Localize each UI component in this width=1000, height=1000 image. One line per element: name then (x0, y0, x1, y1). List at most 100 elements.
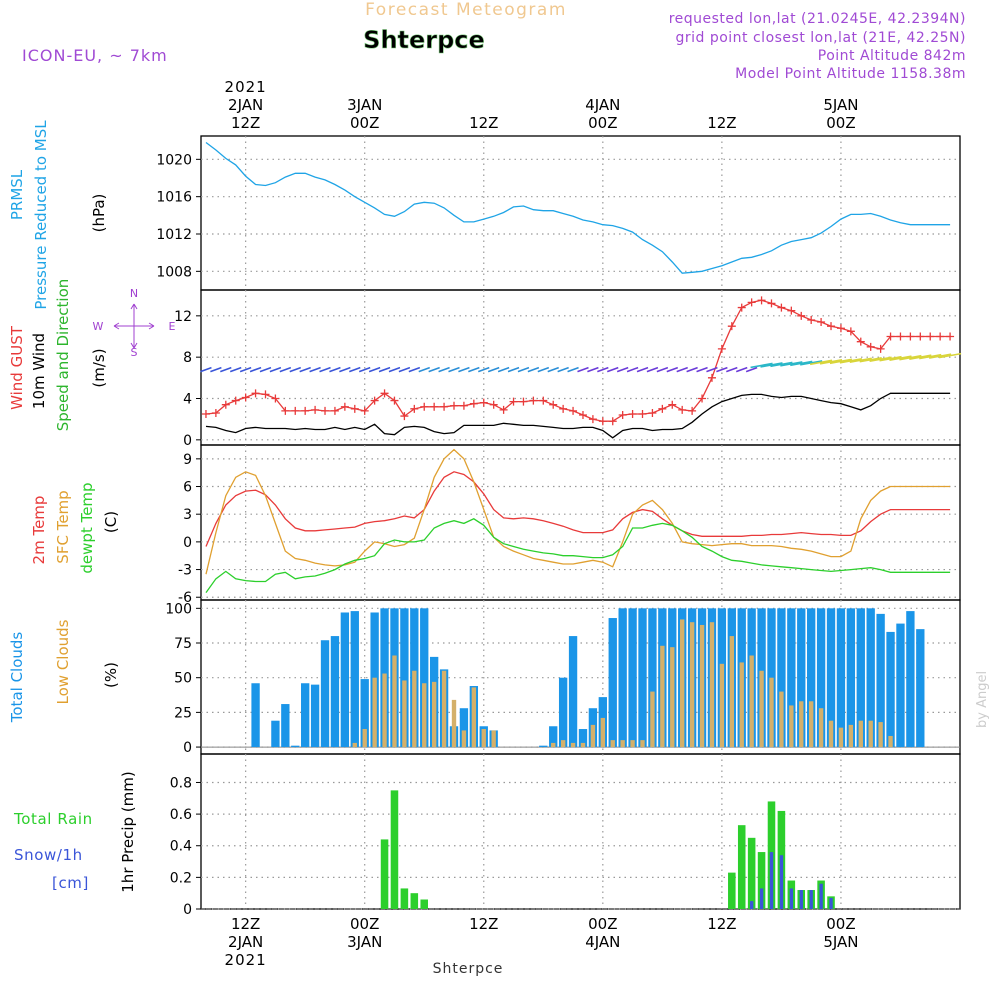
gust-marker (936, 332, 945, 341)
gust-marker (698, 394, 707, 403)
wind-direction-arrow (200, 366, 212, 373)
gust-marker (211, 408, 220, 417)
snow-bar (829, 897, 833, 909)
rain-bar (747, 837, 756, 909)
wind-direction-arrow (527, 366, 540, 373)
low-clouds-bar (779, 691, 784, 748)
wind-direction-arrow (269, 366, 282, 373)
low-clouds-bar (789, 705, 794, 748)
wind-direction-arrow (309, 366, 321, 373)
wind-label-direction: Speed and Direction (54, 279, 72, 432)
low-clouds-bar (689, 622, 695, 748)
low-clouds-bar (451, 699, 457, 748)
total-clouds-bar (826, 608, 836, 748)
bottom-year-label: 2021 (225, 951, 267, 969)
low-clouds-bar (491, 730, 496, 748)
wind-direction-arrow (249, 366, 262, 373)
wind-direction-arrow (676, 366, 688, 373)
gust-marker (519, 397, 528, 406)
gust-marker (261, 390, 270, 399)
snow-bar (799, 890, 803, 909)
gust-marker (946, 332, 955, 341)
low-clouds-bar (600, 717, 606, 748)
pressure-line (205, 141, 951, 274)
snow-bar (749, 901, 754, 909)
compass-icon (113, 303, 155, 349)
gust-marker (271, 394, 280, 403)
wind-direction-arrow (259, 366, 272, 373)
wind-direction-arrow (477, 366, 490, 373)
clouds-label-total: Total Clouds (8, 632, 26, 724)
gust-marker (638, 410, 647, 418)
wind-direction-arrow (780, 361, 803, 367)
total-clouds-bar (896, 623, 905, 748)
gust-marker (410, 404, 419, 413)
wind-direction-arrow (210, 366, 222, 373)
total-clouds-bar (866, 608, 875, 748)
low-clouds-bar (640, 740, 645, 748)
clouds-unit: (%) (102, 662, 120, 688)
total-clouds-bar (876, 613, 885, 748)
panel-frame-temperature (200, 444, 961, 601)
wind-direction-arrow (567, 366, 579, 373)
ytick-label-temperature: -3 (178, 563, 192, 579)
point-altitude: Point Altitude 842m (818, 48, 966, 64)
wind-direction-arrow (706, 366, 718, 373)
total-clouds-bar (310, 684, 320, 748)
total-clouds-bar (320, 640, 330, 748)
gust-marker (628, 410, 637, 418)
top-date-label: 3JAN (347, 96, 382, 114)
gust-marker (251, 389, 260, 398)
total-clouds-bar (271, 720, 280, 748)
low-clouds-bar (670, 647, 675, 748)
gust-marker (856, 337, 865, 346)
axes-layer (196, 135, 961, 910)
temp-label-dewpt: dewpt Temp (78, 482, 96, 573)
wind-direction-arrow (656, 366, 669, 373)
ytick-label-temperature: -6 (178, 590, 192, 606)
low-clouds-bar (828, 720, 834, 748)
gust-marker (608, 417, 617, 426)
forecast-title: Forecast Meteogram (365, 0, 567, 20)
wind-direction-arrow (735, 366, 748, 373)
total-clouds-bar (787, 608, 796, 748)
wind-speed-line (205, 392, 951, 439)
snow-bar (759, 888, 764, 909)
wind-direction-arrow (458, 366, 470, 373)
gust-marker (559, 404, 568, 413)
wind-direction-arrow (616, 366, 629, 373)
low-clouds-bar (799, 701, 804, 748)
gust-marker (330, 406, 339, 415)
gust-marker (777, 303, 786, 312)
location-title: Shterpce (363, 26, 485, 54)
gust-marker (797, 311, 806, 320)
wind-direction-arrow (487, 366, 500, 373)
rain-bar (400, 888, 409, 909)
total-clouds-bar (340, 612, 350, 748)
requested-coords: requested lon,lat (21.0245E, 42.2394N) (669, 11, 966, 27)
wind-direction-arrow (220, 366, 232, 373)
wind-direction-arrow (358, 366, 371, 373)
gust-marker (737, 303, 746, 312)
ytick-label-precip: 0.2 (170, 870, 192, 886)
gust-marker (876, 344, 885, 353)
low-clouds-bar (838, 727, 844, 748)
wind-direction-arrow (339, 366, 351, 373)
rain-bar (737, 825, 746, 909)
gust-marker (241, 393, 250, 402)
low-clouds-bar (382, 673, 387, 748)
gust-marker (291, 406, 300, 415)
gust-marker (757, 296, 766, 305)
total-clouds-bar (558, 677, 568, 748)
wind-direction-arrow (800, 360, 823, 366)
gust-marker (350, 404, 359, 413)
gust-marker (201, 410, 210, 418)
gust-marker (906, 332, 915, 341)
total-clouds-bar (350, 611, 359, 748)
low-clouds-bar (431, 681, 437, 748)
wind-direction-arrow (408, 366, 421, 373)
rain-bar (728, 872, 736, 909)
top-hour-label: 00Z (588, 114, 617, 132)
precip-label-rain: Total Rain (13, 810, 93, 828)
bottom-date-label: 3JAN (347, 933, 382, 951)
